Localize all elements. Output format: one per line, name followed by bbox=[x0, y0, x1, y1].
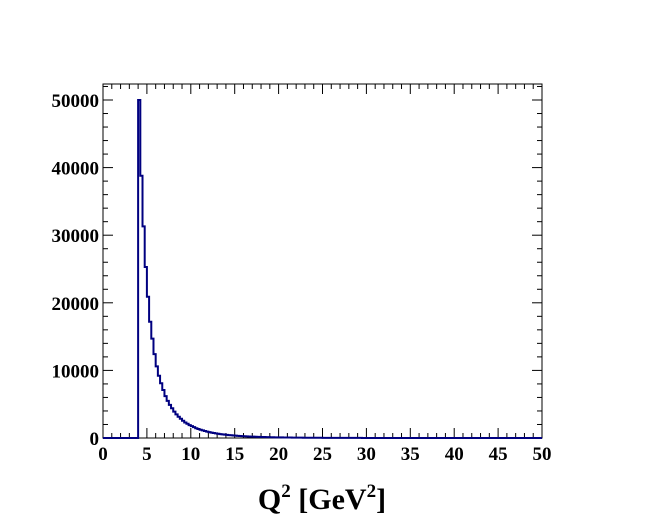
x-tick-label: 5 bbox=[142, 444, 152, 465]
x-tick-label: 45 bbox=[489, 444, 508, 465]
histogram-series-line bbox=[103, 99, 542, 439]
y-tick-label: 40000 bbox=[52, 159, 100, 180]
y-tick-label: 20000 bbox=[52, 294, 100, 315]
y-tick-label: 50000 bbox=[52, 91, 100, 112]
x-axis-title: Q2 [GeV2] bbox=[258, 481, 386, 516]
x-tick-label: 40 bbox=[445, 444, 464, 465]
x-tick-label: 0 bbox=[98, 444, 108, 465]
x-tick-label: 20 bbox=[269, 444, 288, 465]
x-axis-ticks: 0 5 10 15 20 25 30 35 40 45 50 bbox=[98, 84, 552, 465]
x-tick-label: 50 bbox=[533, 444, 552, 465]
y-tick-label: 30000 bbox=[52, 226, 100, 247]
y-axis-ticks: 0 10000 20000 30000 40000 50000 bbox=[52, 85, 542, 450]
x-tick-label: 10 bbox=[181, 444, 200, 465]
x-tick-label: 35 bbox=[401, 444, 420, 465]
x-tick-label: 30 bbox=[357, 444, 376, 465]
y-tick-label: 0 bbox=[90, 429, 100, 450]
x-tick-label: 25 bbox=[313, 444, 332, 465]
y-tick-label: 10000 bbox=[52, 361, 100, 382]
plot-frame bbox=[102, 83, 543, 439]
x-tick-label: 15 bbox=[225, 444, 244, 465]
